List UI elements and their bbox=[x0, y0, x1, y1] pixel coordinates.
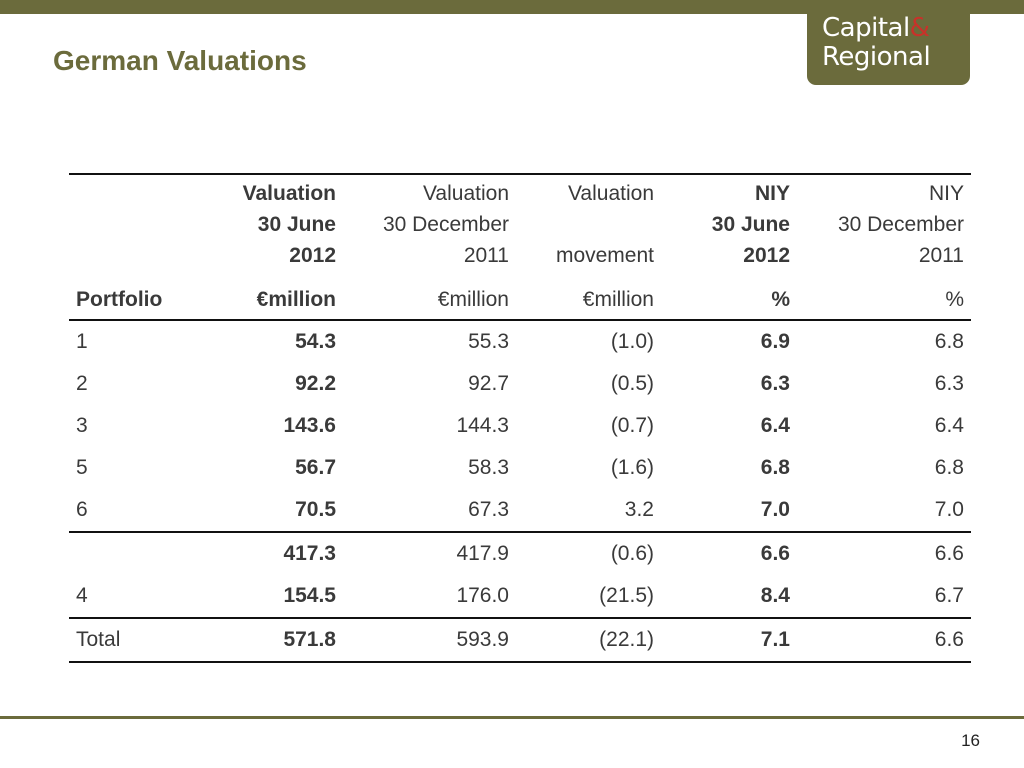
header-niy-december-2011: NIY 30 December 2011 bbox=[797, 173, 971, 271]
cell-valuation-december-2011: 593.9 bbox=[343, 617, 516, 663]
cell-valuation-june-2012: 417.3 bbox=[196, 531, 343, 575]
cell-niy-december-2011: 6.3 bbox=[934, 372, 964, 395]
valuations-table: Valuation 30 June 2012 Valuation 30 Dece… bbox=[69, 173, 971, 663]
cell-valuation-movement: (21.5) bbox=[599, 584, 654, 607]
cell-niy-june-2012: 6.9 bbox=[760, 330, 790, 353]
cell-valuation-december-2011: 417.9 bbox=[343, 531, 516, 575]
unit-valuation-movement: €million bbox=[516, 271, 661, 321]
page-title: German Valuations bbox=[53, 45, 307, 76]
page-number: 16 bbox=[961, 731, 980, 750]
cell-valuation-movement: (0.5) bbox=[610, 372, 654, 395]
cell-niy-december-2011: 6.8 bbox=[934, 330, 964, 353]
cell-valuation-december-2011: 55.3 bbox=[468, 330, 509, 353]
unit-niy-december-2011: % bbox=[797, 271, 971, 321]
cell-valuation-june-2012: 92.2 bbox=[295, 372, 336, 395]
table-row: 3 143.6 144.3 (0.7) 6.4 6.4 bbox=[69, 405, 971, 447]
cell-valuation-december-2011: 92.7 bbox=[468, 372, 509, 395]
logo-line1: Capital& bbox=[822, 13, 930, 43]
cell-valuation-june-2012: 70.5 bbox=[295, 498, 336, 521]
cell-valuation-june-2012: 154.5 bbox=[283, 584, 336, 607]
cell-niy-june-2012: 7.0 bbox=[760, 498, 790, 521]
cell-portfolio: 3 bbox=[76, 414, 88, 437]
cell-niy-december-2011: 6.6 bbox=[797, 617, 971, 663]
table-row: 4 154.5 176.0 (21.5) 8.4 6.7 bbox=[69, 575, 971, 618]
cell-niy-december-2011: 6.8 bbox=[934, 456, 964, 479]
unit-portfolio: Portfolio bbox=[69, 271, 196, 321]
cell-valuation-movement: (0.6) bbox=[516, 531, 661, 575]
cell-portfolio: Total bbox=[69, 617, 196, 663]
cell-niy-december-2011: 6.4 bbox=[934, 414, 964, 437]
cell-niy-december-2011: 7.0 bbox=[934, 498, 964, 521]
cell-portfolio: 6 bbox=[76, 498, 88, 521]
unit-valuation-june-2012: €million bbox=[196, 271, 343, 321]
subtotal-row: 417.3 417.9 (0.6) 6.6 6.6 bbox=[69, 531, 971, 575]
cell-portfolio bbox=[69, 531, 196, 575]
header-portfolio bbox=[69, 173, 196, 271]
cell-niy-june-2012: 6.6 bbox=[661, 531, 797, 575]
cell-portfolio: 2 bbox=[76, 372, 88, 395]
cell-valuation-movement: (1.0) bbox=[610, 330, 654, 353]
logo-line2: Regional bbox=[822, 42, 931, 72]
header-valuation-december-2011: Valuation 30 December 2011 bbox=[343, 173, 516, 271]
cell-niy-june-2012: 8.4 bbox=[760, 584, 790, 607]
footer-divider bbox=[0, 716, 1024, 719]
cell-valuation-june-2012: 54.3 bbox=[295, 330, 336, 353]
cell-valuation-december-2011: 67.3 bbox=[468, 498, 509, 521]
total-row: Total 571.8 593.9 (22.1) 7.1 6.6 bbox=[69, 617, 971, 663]
table-row: 1 54.3 55.3 (1.0) 6.9 6.8 bbox=[69, 320, 971, 363]
cell-valuation-december-2011: 176.0 bbox=[456, 584, 509, 607]
cell-valuation-movement: (0.7) bbox=[610, 414, 654, 437]
unit-row: Portfolio €million €million €million % % bbox=[69, 271, 971, 321]
cell-niy-december-2011: 6.6 bbox=[797, 531, 971, 575]
table-row: 5 56.7 58.3 (1.6) 6.8 6.8 bbox=[69, 447, 971, 489]
cell-niy-december-2011: 6.7 bbox=[934, 584, 964, 607]
capital-regional-logo: Capital& Regional bbox=[807, 0, 970, 85]
logo-ampersand: & bbox=[909, 13, 930, 43]
header-row: Valuation 30 June 2012 Valuation 30 Dece… bbox=[69, 173, 971, 271]
cell-valuation-june-2012: 56.7 bbox=[295, 456, 336, 479]
cell-valuation-movement: 3.2 bbox=[624, 498, 654, 521]
cell-niy-june-2012: 6.8 bbox=[760, 456, 790, 479]
top-bar bbox=[0, 0, 1024, 14]
unit-niy-june-2012: % bbox=[661, 271, 797, 321]
unit-valuation-december-2011: €million bbox=[343, 271, 516, 321]
cell-portfolio: 4 bbox=[76, 584, 88, 607]
cell-niy-june-2012: 6.3 bbox=[760, 372, 790, 395]
cell-valuation-june-2012: 143.6 bbox=[283, 414, 336, 437]
cell-portfolio: 5 bbox=[76, 456, 88, 479]
cell-valuation-december-2011: 144.3 bbox=[456, 414, 509, 437]
cell-niy-june-2012: 6.4 bbox=[760, 414, 790, 437]
table-row: 6 70.5 67.3 3.2 7.0 7.0 bbox=[69, 489, 971, 532]
header-valuation-movement: Valuation movement bbox=[516, 173, 661, 271]
cell-valuation-movement: (22.1) bbox=[516, 617, 661, 663]
cell-valuation-june-2012: 571.8 bbox=[196, 617, 343, 663]
table-row: 2 92.2 92.7 (0.5) 6.3 6.3 bbox=[69, 363, 971, 405]
header-niy-june-2012: NIY 30 June 2012 bbox=[661, 173, 797, 271]
cell-portfolio: 1 bbox=[76, 330, 88, 353]
cell-niy-june-2012: 7.1 bbox=[661, 617, 797, 663]
cell-valuation-december-2011: 58.3 bbox=[468, 456, 509, 479]
header-valuation-june-2012: Valuation 30 June 2012 bbox=[196, 173, 343, 271]
cell-valuation-movement: (1.6) bbox=[610, 456, 654, 479]
